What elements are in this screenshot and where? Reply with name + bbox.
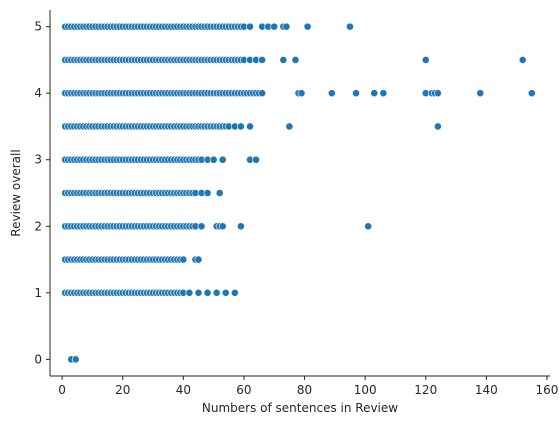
x-axis-label: Numbers of sentences in Review: [202, 401, 398, 415]
data-point: [297, 89, 306, 98]
data-point: [179, 255, 188, 264]
x-tick-label: 60: [236, 383, 251, 397]
data-point: [258, 89, 267, 98]
y-tick-label: 1: [34, 286, 42, 300]
data-point: [282, 22, 291, 31]
data-point: [258, 56, 267, 64]
data-point: [433, 122, 442, 131]
data-point: [270, 22, 279, 31]
axes: [49, 10, 550, 377]
y-axis-label: Review overall: [9, 149, 23, 236]
data-point: [352, 89, 360, 98]
x-tick-label: 100: [354, 383, 377, 397]
data-point: [218, 222, 227, 231]
x-ticks: 0 20 40 60 80 100 120 140 160: [58, 376, 558, 397]
data-point: [476, 89, 485, 98]
data-point: [279, 56, 288, 64]
data-point: [71, 355, 80, 364]
data-point: [203, 189, 212, 197]
y-tick-label: 0: [34, 352, 42, 366]
data-point: [212, 288, 221, 297]
data-point: [221, 288, 230, 297]
data-point: [246, 22, 254, 31]
y-tick-label: 5: [34, 20, 42, 34]
data-point: [194, 255, 203, 264]
x-tick-label: 160: [536, 383, 559, 397]
data-point: [327, 89, 336, 98]
data-point: [237, 222, 245, 231]
data-point: [218, 155, 227, 164]
data-point: [379, 89, 388, 98]
data-point: [209, 155, 218, 164]
data-point: [303, 22, 312, 31]
y-tick-label: 3: [34, 153, 42, 167]
x-tick-label: 20: [115, 383, 130, 397]
data-point: [246, 122, 254, 131]
points-layer: [61, 22, 536, 364]
y-tick-label: 2: [34, 219, 42, 233]
data-point: [237, 122, 245, 131]
x-tick-label: 0: [58, 383, 66, 397]
data-point: [370, 89, 379, 98]
x-tick-label: 80: [297, 383, 312, 397]
data-point: [285, 122, 294, 131]
data-point: [230, 288, 239, 297]
data-point: [346, 22, 354, 31]
x-tick-label: 40: [176, 383, 191, 397]
data-point: [185, 288, 194, 297]
data-point: [215, 189, 224, 197]
data-point: [291, 56, 300, 64]
y-tick-label: 4: [34, 86, 42, 100]
data-point: [194, 288, 203, 297]
data-point: [252, 155, 260, 164]
data-point: [518, 56, 527, 64]
x-tick-label: 120: [414, 383, 437, 397]
data-point: [421, 56, 430, 64]
data-point: [203, 288, 212, 297]
y-ticks: 0 1 2 3 4 5: [34, 20, 50, 366]
data-point: [527, 89, 536, 98]
data-point: [197, 222, 206, 231]
data-point: [433, 89, 442, 98]
x-tick-label: 140: [475, 383, 498, 397]
data-point: [364, 222, 373, 231]
